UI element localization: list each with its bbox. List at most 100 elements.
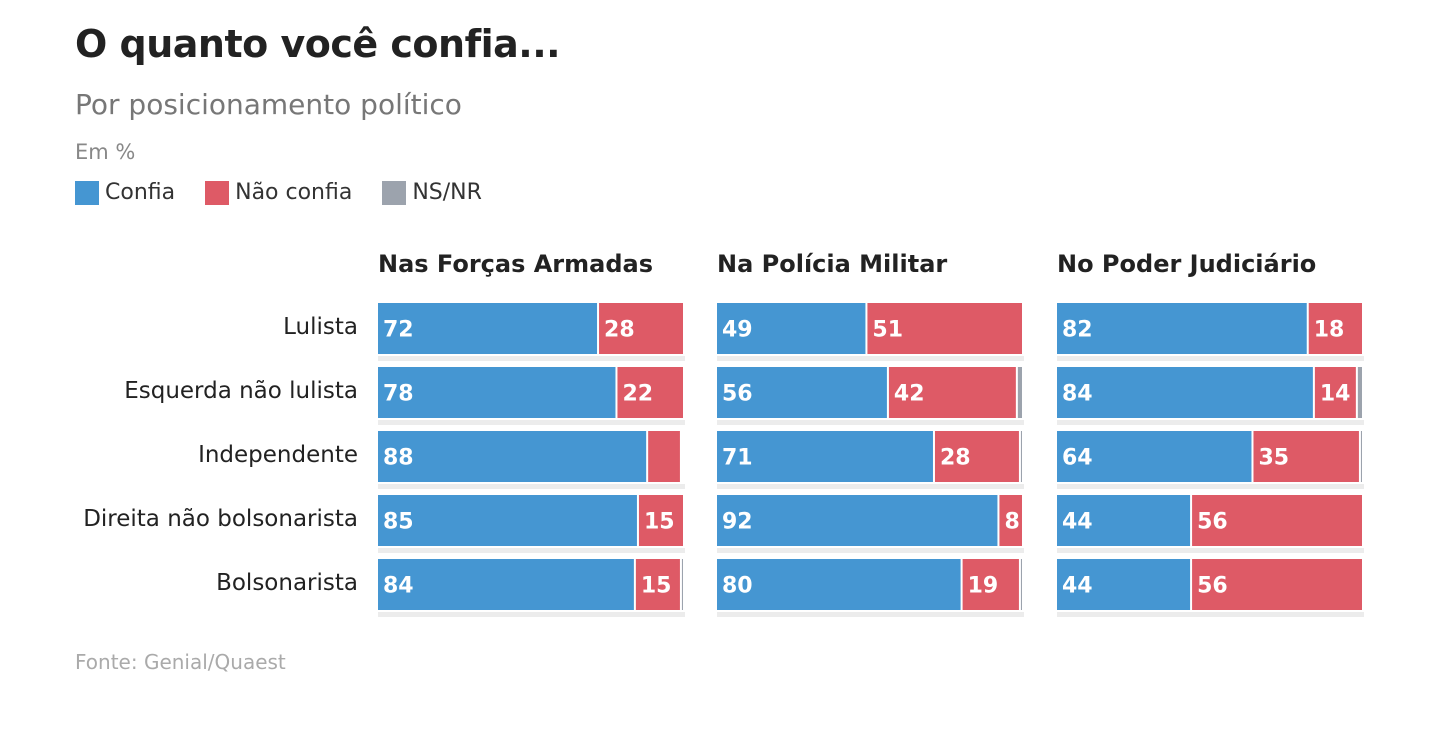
data-label: 64	[1062, 446, 1093, 471]
chart-title: O quanto você confia...	[75, 22, 561, 66]
bar-segment-ns-nr	[1357, 367, 1362, 418]
data-label: 44	[1062, 510, 1093, 535]
bar-segment-n-o-confia	[648, 431, 680, 482]
panel-title-poder-judiciario: No Poder Judiciário	[1057, 250, 1317, 278]
bar-segment-confia	[717, 495, 998, 546]
data-label: 51	[872, 318, 903, 343]
bar-track	[717, 548, 1024, 553]
bar-segment-confia	[1057, 559, 1191, 610]
bar-segment-confia	[1057, 367, 1313, 418]
bar-segment-n-o-confia	[1253, 431, 1359, 482]
row-label: Lulista	[283, 314, 358, 340]
bar-segment-confia	[717, 559, 961, 610]
bar-track	[1057, 484, 1364, 489]
bar-segment-confia	[717, 431, 933, 482]
data-label: 19	[968, 574, 999, 599]
bar-track	[717, 420, 1024, 425]
bar-segment-n-o-confia	[617, 367, 683, 418]
data-label: 88	[383, 446, 414, 471]
data-label: 28	[604, 318, 635, 343]
data-label: 78	[383, 382, 414, 407]
data-label: 92	[722, 510, 753, 535]
data-label: 84	[1062, 382, 1093, 407]
bar-segment-ns-nr	[1020, 559, 1022, 610]
bar-track	[378, 548, 685, 553]
data-label: 56	[1197, 510, 1228, 535]
bar-segment-confia	[378, 495, 637, 546]
bar-segment-confia	[378, 367, 616, 418]
bar-segment-n-o-confia	[888, 367, 1016, 418]
unit-label: Em %	[75, 140, 136, 164]
bar-track	[1057, 548, 1364, 553]
bar-segment-n-o-confia	[1192, 495, 1362, 546]
bar-segment-confia	[1057, 431, 1252, 482]
bar-track	[1057, 612, 1364, 617]
data-label: 44	[1062, 574, 1093, 599]
chart-subtitle: Por posicionamento político	[75, 88, 462, 121]
data-label: 49	[722, 318, 753, 343]
legend-swatch-nsnr	[382, 180, 407, 205]
bar-segment-n-o-confia	[934, 431, 1019, 482]
legend-item-confia: Confia	[75, 180, 175, 205]
data-label: 28	[940, 446, 971, 471]
data-label: 35	[1258, 446, 1289, 471]
data-label: 80	[722, 574, 753, 599]
panel-title-forcas-armadas: Nas Forças Armadas	[378, 250, 654, 278]
bar-segment-n-o-confia	[635, 559, 680, 610]
bar-track	[378, 612, 685, 617]
bar-segment-n-o-confia	[638, 495, 683, 546]
data-label: 14	[1320, 382, 1351, 407]
row-label: Independente	[198, 442, 358, 468]
bar-segment-confia	[1057, 303, 1307, 354]
source-note: Fonte: Genial/Quaest	[75, 650, 286, 674]
bar-track	[717, 612, 1024, 617]
data-label: 15	[641, 574, 672, 599]
data-label: 72	[383, 318, 414, 343]
bar-track	[1057, 420, 1364, 425]
row-label: Direita não bolsonarista	[83, 506, 358, 532]
data-label: 18	[1314, 318, 1345, 343]
data-label: 8	[1004, 510, 1019, 535]
panel-title-policia-militar: Na Polícia Militar	[717, 250, 948, 278]
bar-segment-confia	[378, 431, 647, 482]
bar-track	[717, 484, 1024, 489]
bar-segment-confia	[717, 303, 866, 354]
bar-track	[378, 420, 685, 425]
bar-segment-confia	[378, 559, 634, 610]
bar-segment-confia	[378, 303, 598, 354]
bar-track	[378, 356, 685, 361]
data-label: 22	[622, 382, 653, 407]
bar-track	[1057, 356, 1364, 361]
bar-segment-ns-nr	[1017, 367, 1022, 418]
legend-item-nao-confia: Não confia	[205, 180, 352, 205]
legend-label: NS/NR	[412, 180, 482, 205]
data-label: 85	[383, 510, 414, 535]
bar-segment-n-o-confia	[867, 303, 1022, 354]
data-label: 84	[383, 574, 414, 599]
data-label: 56	[722, 382, 753, 407]
bar-segment-n-o-confia	[599, 303, 683, 354]
bar-segment-n-o-confia	[1308, 303, 1362, 354]
bar-segment-ns-nr	[681, 559, 683, 610]
data-label: 56	[1197, 574, 1228, 599]
bar-track	[717, 356, 1024, 361]
data-label: 71	[722, 446, 753, 471]
bar-segment-n-o-confia	[999, 495, 1022, 546]
data-label: 82	[1062, 318, 1093, 343]
legend: Confia Não confia NS/NR	[75, 180, 482, 205]
legend-swatch-nao-confia	[205, 180, 230, 205]
legend-item-nsnr: NS/NR	[382, 180, 482, 205]
legend-swatch-confia	[75, 180, 99, 205]
bar-segment-ns-nr	[1020, 431, 1022, 482]
bar-segment-confia	[717, 367, 887, 418]
data-label: 15	[644, 510, 675, 535]
bar-track	[378, 484, 685, 489]
bar-segment-confia	[1057, 495, 1191, 546]
bar-segment-n-o-confia	[1314, 367, 1356, 418]
data-label: 42	[894, 382, 925, 407]
bar-segment-ns-nr	[1360, 431, 1362, 482]
bar-segment-n-o-confia	[1192, 559, 1362, 610]
legend-label: Confia	[105, 180, 176, 205]
